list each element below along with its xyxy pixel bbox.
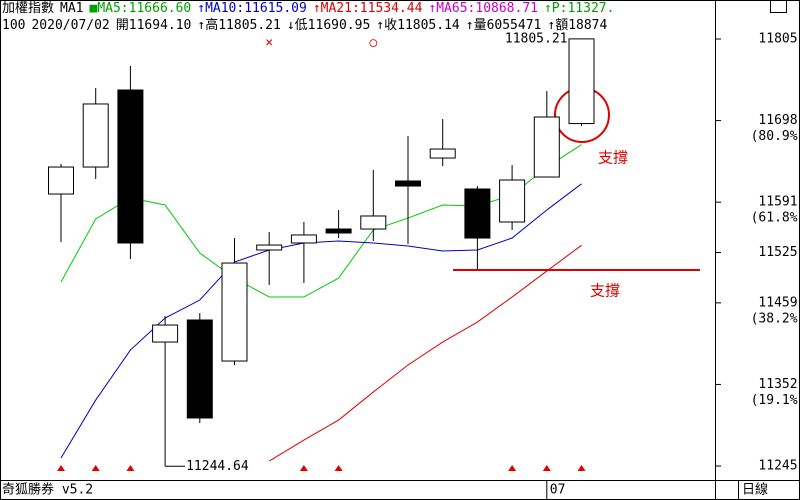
candle-body [82, 103, 109, 168]
candle-body [117, 89, 144, 244]
candle-body [429, 148, 456, 159]
signal-marker [126, 465, 135, 471]
y-tick-label: 11805 [758, 31, 797, 46]
candle-body [533, 116, 560, 178]
header-item: ↑MA21:11534.44 [312, 1, 423, 16]
fib-label: (38.2%) [751, 311, 800, 326]
header-line: 加權指數 MA1 ■MA5:11666.60 ↑MA10:11615.09 ↑MA21:… [2, 0, 764, 17]
header-item: MA1 [60, 1, 84, 16]
header-line: 100 2020/07/02 開11694.10 ↑高11805.21 ↓低11690.… [2, 17, 764, 34]
signal-marker [542, 465, 551, 471]
window-button[interactable] [770, 0, 787, 13]
signal-marker [57, 465, 65, 471]
header-item: 100 [2, 18, 26, 33]
ma-line [60, 183, 582, 459]
ma-line [268, 244, 582, 462]
candle-body [499, 179, 526, 223]
signal-marker [91, 465, 100, 471]
y-tick-label: 11698 [758, 113, 797, 128]
software-name: 奇狐勝券 v5.2 [2, 482, 93, 498]
ma-line [60, 144, 582, 298]
header-item: ↑MA10:11615.09 [197, 1, 307, 16]
signal-marker [334, 465, 343, 471]
x-tick-label: 07 [550, 483, 566, 498]
signal-marker [577, 465, 586, 471]
header-item: ↑MA65:10868.71 [428, 1, 538, 16]
candle-body [48, 166, 74, 195]
top-mark: × [265, 36, 273, 51]
fib-label: (61.8%) [751, 211, 800, 226]
header-item: ↑P:11327. [543, 1, 615, 16]
low-label: 11244.64 [186, 459, 249, 474]
header-item: ↑量6055471 [465, 18, 542, 33]
candle-body [290, 234, 317, 244]
high-label: 11805.21 [505, 31, 568, 46]
candle-body [221, 262, 248, 362]
header-item: ■MA5:11666.60 [89, 1, 192, 16]
header-item: 2020/07/02 [31, 18, 110, 33]
header-item: ↑收11805.14 [376, 18, 460, 33]
y-tick-label: 11525 [758, 245, 797, 260]
y-tick-label: 11591 [758, 195, 797, 210]
annotation: 支撐 [590, 282, 620, 300]
header: 加權指數 MA1 ■MA5:11666.60 ↑MA10:11615.09 ↑MA21:… [2, 0, 764, 34]
header-item: ↑額18874 [547, 18, 608, 33]
header-item: 加權指數 [2, 1, 55, 16]
candle-body [464, 188, 491, 239]
header-item: 開11694.10 [115, 18, 192, 33]
signal-marker [299, 465, 308, 471]
fib-label: (19.1%) [751, 393, 800, 408]
candle-body [395, 180, 421, 187]
candle-body [152, 324, 179, 343]
candle-body [360, 215, 387, 230]
period-label: 日線 [742, 482, 768, 498]
signal-marker [508, 465, 517, 471]
y-tick-label: 11245 [758, 459, 797, 474]
y-tick-label: 11352 [758, 377, 797, 392]
candle-body [256, 244, 283, 251]
y-tick-label: 11459 [758, 295, 797, 310]
annotation: 支撐 [598, 149, 628, 167]
candle-body [325, 228, 352, 234]
candle-body [568, 38, 595, 125]
header-item: ↑高11805.21 [197, 18, 281, 33]
header-item: ↓低11690.95 [286, 18, 371, 33]
top-mark: ○ [369, 36, 377, 51]
fib-label: (80.9%) [751, 129, 800, 144]
candle-body [186, 319, 213, 419]
